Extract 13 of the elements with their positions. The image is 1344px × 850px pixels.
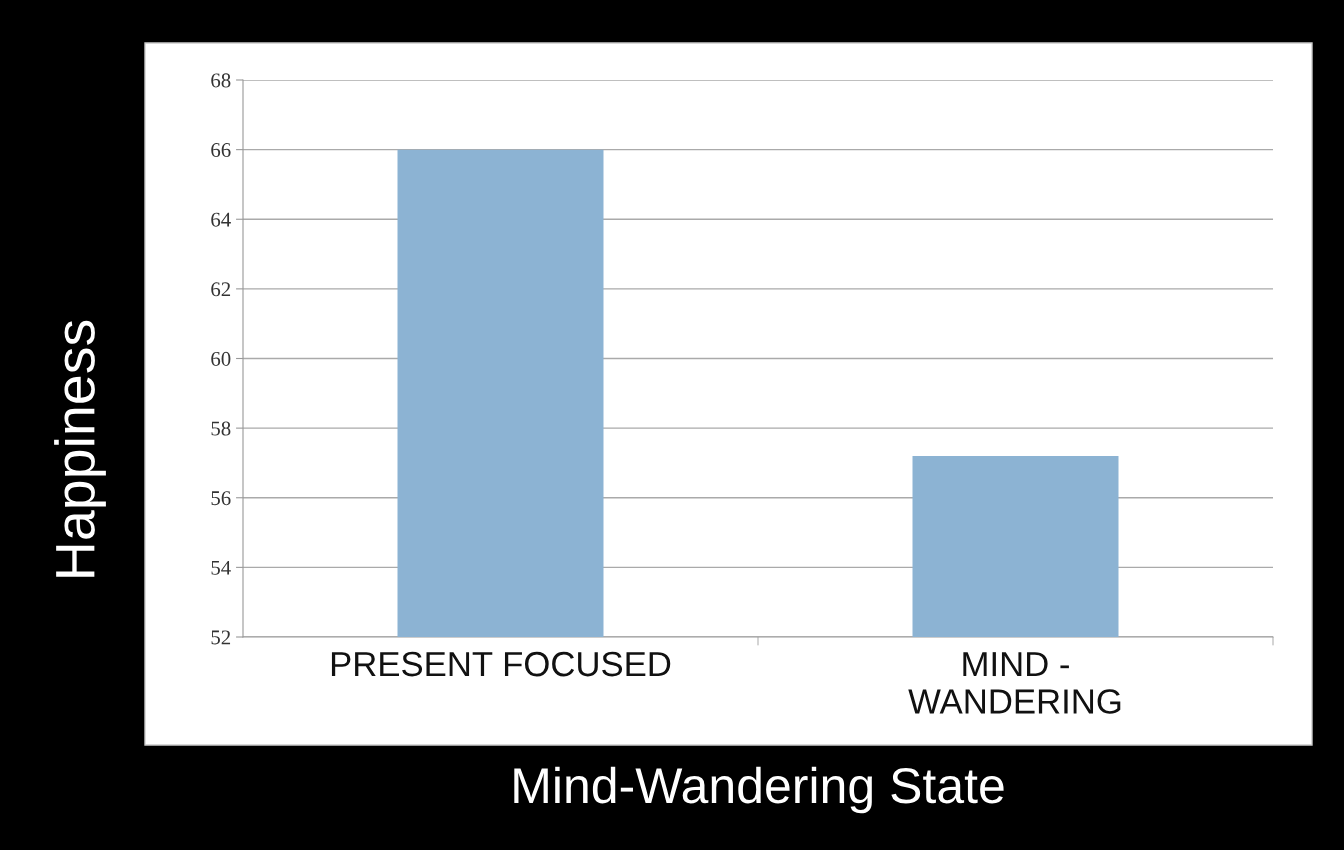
x-tick-label: PRESENT FOCUSED (331, 651, 671, 677)
y-axis-title: Happiness (54, 320, 106, 577)
y-tick-label: 54 (211, 560, 231, 575)
x-tick-label: MIND - WANDERING (908, 652, 1121, 714)
y-tick-label: 66 (211, 143, 231, 158)
y-tick-label: 62 (211, 282, 231, 297)
y-tick-label: 52 (211, 630, 231, 645)
y-tick-label: 60 (211, 351, 231, 366)
y-tick-label: 56 (211, 491, 231, 506)
y-tick-label: 64 (211, 212, 231, 227)
x-axis-title: Mind-Wandering State (514, 766, 1004, 814)
y-tick-label: 58 (211, 421, 231, 436)
y-tick-label: 68 (211, 73, 231, 88)
